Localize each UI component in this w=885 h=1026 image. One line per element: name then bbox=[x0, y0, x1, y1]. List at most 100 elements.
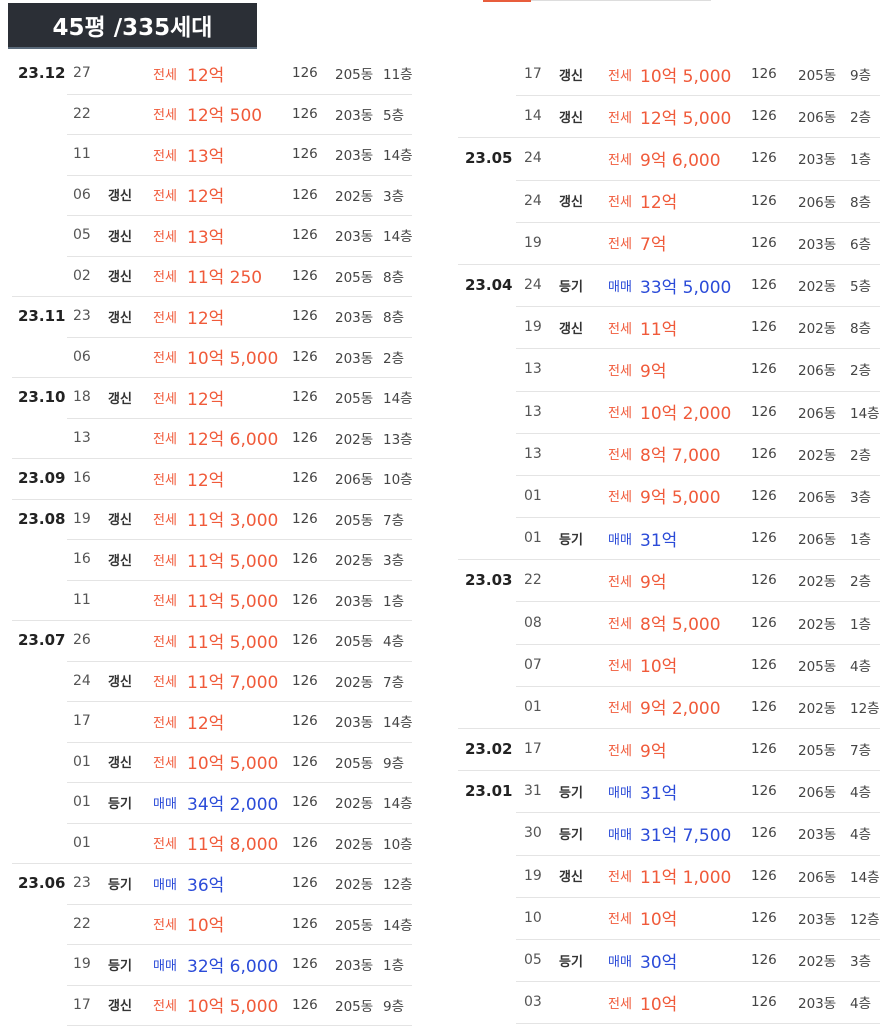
day-label: 17 bbox=[73, 996, 91, 1013]
floor-value: 2층 bbox=[850, 574, 872, 591]
day-label: 18 bbox=[73, 389, 91, 406]
building-value: 203동 bbox=[335, 107, 374, 124]
price-value: 9억 bbox=[640, 361, 667, 382]
row-divider bbox=[67, 579, 412, 581]
building-value: 202동 bbox=[798, 574, 837, 591]
area-value: 126 bbox=[292, 956, 318, 973]
building-value: 203동 bbox=[335, 958, 374, 975]
day-label: 05 bbox=[73, 227, 91, 244]
building-value: 205동 bbox=[335, 634, 374, 651]
day-label: 11 bbox=[73, 591, 91, 608]
price-value: 11억 3,000 bbox=[187, 511, 279, 532]
floor-value: 6층 bbox=[850, 236, 872, 253]
day-label: 14 bbox=[524, 108, 542, 125]
price-value: 11억 250 bbox=[187, 268, 263, 289]
area-value: 126 bbox=[751, 403, 777, 420]
contract-type-tag: 등기 bbox=[108, 877, 132, 893]
transaction-row: 19 등기 매매 32억 6,000 126 203동 1층 bbox=[12, 944, 412, 986]
price-value: 10억 5,000 bbox=[187, 997, 279, 1018]
building-value: 202동 bbox=[798, 279, 837, 296]
right-transaction-list: 17 갱신 전세 10억 5,000 126 205동 9층 14 갱신 전세 12억 5,000 1… bbox=[458, 53, 880, 1025]
building-value: 205동 bbox=[335, 512, 374, 529]
floor-value: 14층 bbox=[850, 869, 880, 886]
area-value: 126 bbox=[292, 389, 318, 406]
building-value: 203동 bbox=[798, 827, 837, 844]
deal-kind-label: 매매 bbox=[608, 279, 632, 295]
floor-value: 14층 bbox=[850, 405, 880, 422]
building-value: 205동 bbox=[335, 917, 374, 934]
price-value: 10억 5,000 bbox=[640, 66, 732, 87]
day-label: 01 bbox=[524, 530, 542, 547]
floor-value: 3층 bbox=[383, 553, 405, 570]
price-value: 11억 1,000 bbox=[640, 868, 732, 889]
building-value: 205동 bbox=[335, 391, 374, 408]
building-value: 202동 bbox=[798, 700, 837, 717]
floor-value: 14층 bbox=[383, 715, 413, 732]
row-divider bbox=[458, 137, 880, 139]
day-label: 07 bbox=[524, 656, 542, 673]
deal-kind-label: 전세 bbox=[608, 659, 632, 675]
floor-value: 14층 bbox=[383, 229, 413, 246]
deal-kind-label: 매매 bbox=[608, 954, 632, 970]
price-value: 7억 bbox=[640, 235, 667, 256]
transaction-row: 08 전세 8억 5,000 126 202동 1층 bbox=[458, 601, 880, 645]
price-value: 10억 bbox=[640, 994, 678, 1015]
deal-kind-label: 전세 bbox=[608, 448, 632, 464]
day-label: 17 bbox=[524, 741, 542, 758]
area-value: 126 bbox=[292, 591, 318, 608]
day-label: 31 bbox=[524, 783, 542, 800]
floor-value: 12층 bbox=[850, 700, 880, 717]
price-value: 12억 bbox=[187, 713, 225, 734]
month-label: 23.04 bbox=[465, 276, 513, 295]
transaction-row: 23.09 16 전세 12억 126 206동 10층 bbox=[12, 458, 413, 500]
price-value: 12억 bbox=[187, 308, 225, 329]
transaction-row: 01 전세 9억 2,000 126 202동 12층 bbox=[458, 686, 880, 729]
floor-value: 1층 bbox=[383, 593, 405, 610]
day-label: 06 bbox=[73, 186, 91, 203]
transaction-row: 06 갱신 전세 12억 126 202동 3층 bbox=[12, 175, 412, 216]
transaction-row: 02 갱신 전세 11억 250 126 205동 8층 bbox=[12, 256, 412, 297]
area-value: 126 bbox=[292, 146, 318, 163]
price-value: 31억 bbox=[640, 530, 678, 551]
row-divider bbox=[67, 944, 412, 945]
floor-value: 8층 bbox=[383, 310, 405, 327]
row-divider bbox=[67, 134, 412, 135]
area-value: 126 bbox=[292, 65, 318, 82]
building-value: 202동 bbox=[335, 674, 374, 691]
day-label: 24 bbox=[524, 150, 542, 167]
building-value: 202동 bbox=[335, 836, 374, 853]
transaction-row: 07 전세 10억 126 205동 4층 bbox=[458, 644, 880, 687]
transaction-row: 23.04 24 등기 매매 33억 5,000 126 202동 5층 bbox=[458, 264, 880, 308]
price-value: 11억 bbox=[640, 319, 678, 340]
floor-value: 5층 bbox=[383, 107, 405, 124]
building-value: 205동 bbox=[798, 743, 837, 760]
day-label: 01 bbox=[524, 487, 542, 504]
area-value: 126 bbox=[292, 996, 318, 1013]
transaction-row: 24 갱신 전세 11억 7,000 126 202동 7층 bbox=[12, 661, 412, 702]
floor-value: 12층 bbox=[850, 911, 880, 928]
floor-value: 4층 bbox=[850, 827, 872, 844]
top-accent-bar bbox=[483, 0, 531, 2]
row-divider bbox=[12, 498, 412, 500]
deal-kind-label: 매매 bbox=[608, 785, 632, 801]
building-value: 203동 bbox=[335, 148, 374, 165]
floor-value: 9층 bbox=[850, 68, 872, 85]
floor-value: 8층 bbox=[850, 194, 872, 211]
floor-value: 2층 bbox=[850, 363, 872, 380]
price-value: 10억 bbox=[640, 910, 678, 931]
area-value: 126 bbox=[751, 783, 777, 800]
contract-type-tag: 갱신 bbox=[108, 229, 132, 245]
day-label: 24 bbox=[524, 192, 542, 209]
row-divider bbox=[12, 377, 412, 378]
row-divider bbox=[516, 981, 880, 983]
transaction-row: 23.10 18 갱신 전세 12억 126 205동 14층 bbox=[12, 377, 413, 419]
price-value: 36억 bbox=[187, 875, 225, 896]
price-value: 10억 5,000 bbox=[187, 754, 279, 775]
transaction-row: 13 전세 12억 6,000 126 202동 13층 bbox=[12, 418, 413, 459]
area-value: 126 bbox=[292, 672, 318, 689]
floor-value: 14층 bbox=[383, 796, 413, 813]
price-value: 12억 bbox=[187, 470, 225, 491]
building-value: 206동 bbox=[798, 110, 837, 127]
deal-kind-label: 전세 bbox=[153, 108, 177, 124]
row-divider bbox=[67, 782, 412, 783]
